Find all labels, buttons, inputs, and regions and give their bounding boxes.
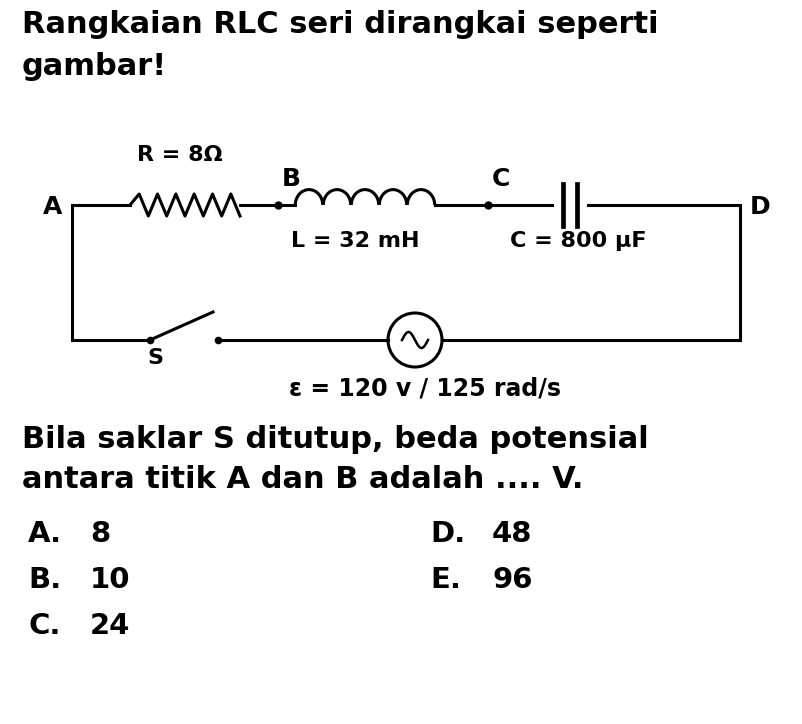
Text: D: D [750, 195, 771, 219]
Text: L = 32 mH: L = 32 mH [291, 231, 419, 251]
Text: R = 8Ω: R = 8Ω [137, 145, 223, 165]
Text: B: B [282, 167, 301, 191]
Text: C = 800 μF: C = 800 μF [510, 231, 646, 251]
Text: 96: 96 [492, 566, 533, 594]
Text: Bila saklar S ditutup, beda potensial: Bila saklar S ditutup, beda potensial [22, 425, 649, 454]
Text: A.: A. [28, 520, 62, 548]
Text: S: S [147, 348, 163, 368]
Text: Rangkaian RLC seri dirangkai seperti: Rangkaian RLC seri dirangkai seperti [22, 10, 658, 39]
Text: antara titik A dan B adalah .... V.: antara titik A dan B adalah .... V. [22, 465, 584, 494]
Text: gambar!: gambar! [22, 52, 167, 81]
Text: 8: 8 [90, 520, 110, 548]
Text: D.: D. [430, 520, 465, 548]
Text: E.: E. [430, 566, 461, 594]
Text: C.: C. [28, 612, 60, 640]
Text: 24: 24 [90, 612, 131, 640]
Text: ε = 120 v / 125 rad/s: ε = 120 v / 125 rad/s [289, 376, 561, 400]
Text: C: C [492, 167, 510, 191]
Text: 48: 48 [492, 520, 533, 548]
Text: B.: B. [28, 566, 61, 594]
Text: A: A [43, 195, 62, 219]
Text: 10: 10 [90, 566, 131, 594]
